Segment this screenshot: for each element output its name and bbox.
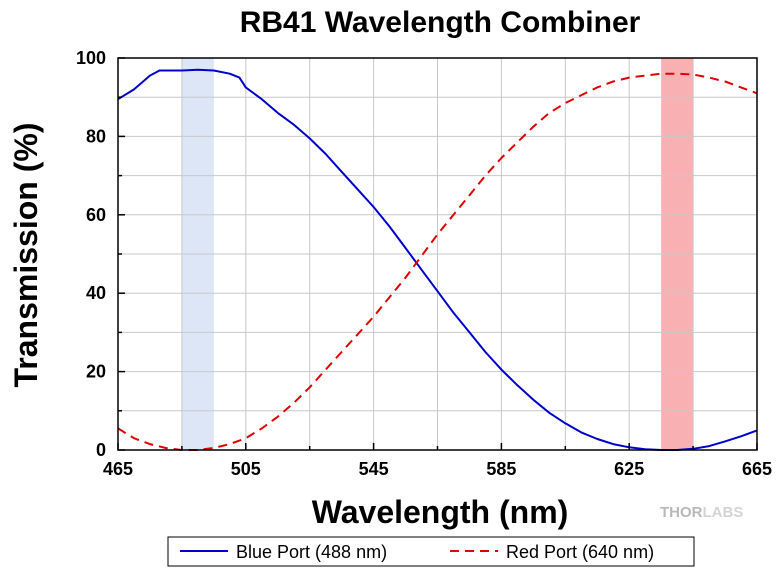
legend-label-blue-port: Blue Port (488 nm): [236, 542, 387, 562]
series-line-red-port: [117, 72, 758, 451]
x-tick-label: 465: [103, 459, 133, 479]
thorlabs-logo: THORLABS: [660, 504, 743, 521]
x-tick-label: 585: [486, 459, 516, 479]
y-tick-label: 40: [86, 283, 106, 303]
x-tick-label: 665: [742, 459, 772, 479]
legend-label-red-port: Red Port (640 nm): [506, 542, 654, 562]
y-tick-label: 60: [86, 205, 106, 225]
y-tick-label: 80: [86, 126, 106, 146]
x-tick-label: 505: [231, 459, 261, 479]
chart-title: RB41 Wavelength Combiner: [240, 6, 641, 39]
x-tick-label: 545: [359, 459, 389, 479]
y-tick-label: 0: [96, 440, 106, 460]
y-axis-label: Transmission (%): [8, 123, 44, 388]
legend-box: [167, 536, 695, 567]
svg-text:THORLABS: THORLABS: [660, 504, 743, 521]
series-line-blue-port: [117, 68, 758, 451]
legend: Blue Port (488 nm) Red Port (640 nm): [167, 536, 695, 567]
y-tick-label: 20: [86, 362, 106, 382]
y-tick-label: 100: [76, 48, 106, 68]
x-tick-label: 625: [614, 459, 644, 479]
logo-part-thor: THOR: [660, 504, 703, 521]
x-axis-label: Wavelength (nm): [312, 494, 569, 530]
plot-area: 465 505 545 585 625 665 0 20 40 60 80 100: [76, 48, 772, 479]
logo-part-labs: LABS: [703, 504, 744, 521]
